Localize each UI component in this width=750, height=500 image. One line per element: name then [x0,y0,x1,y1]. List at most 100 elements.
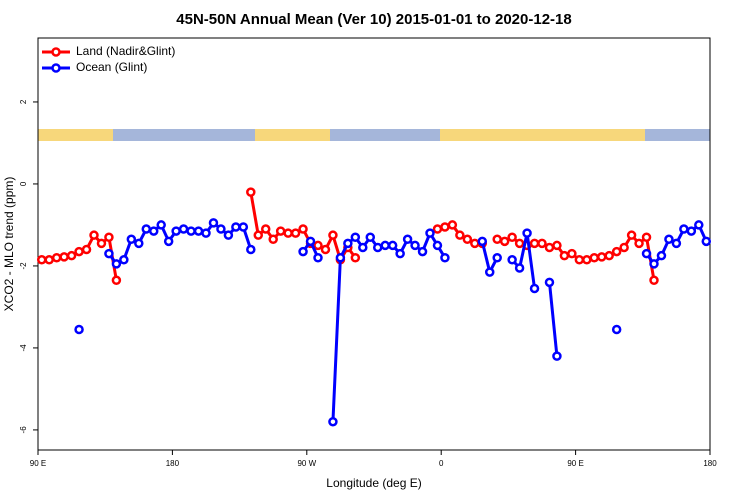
y-axis-label: XCO2 - MLO trend (ppm) [2,177,16,312]
data-point [148,226,159,236]
map-strip [113,129,255,141]
map-strip [645,129,710,141]
data-point [492,252,502,263]
data-point [372,242,383,253]
data-point [582,255,592,265]
data-point [66,250,77,261]
data-point [477,236,488,247]
data-point [440,252,450,263]
data-point [208,218,219,228]
data-point [596,252,607,262]
data-point [89,230,99,240]
data-point [567,248,577,259]
x-tick-label: 180 [166,459,180,468]
y-tick-label: 0 [19,181,28,186]
data-point [507,255,517,265]
data-point [163,236,174,247]
data-point [484,267,495,277]
data-point [641,248,652,259]
data-point [634,238,644,249]
data-point [104,248,114,259]
y-tick-label: -6 [19,426,28,434]
data-point [611,246,622,257]
data-point [74,324,84,335]
data-point [664,234,674,245]
data-point [679,224,689,234]
data-point [320,244,331,255]
x-tick-label: 0 [439,459,444,468]
x-axis-label: Longitude (deg E) [326,476,421,490]
data-point [425,228,435,238]
data-point [432,240,443,251]
data-point [522,228,532,238]
data-point [171,226,181,236]
data-point [328,230,338,240]
legend-label: Ocean (Glint) [76,60,147,74]
chart-title: 45N-50N Annual Mean (Ver 10) 2015-01-01 … [176,11,571,28]
data-point [514,263,525,273]
data-point [119,255,129,265]
data-point [432,224,443,234]
data-point [410,240,420,251]
data-point [552,240,562,251]
data-point [298,224,308,234]
data-point [343,238,353,249]
y-tick-label: -2 [19,262,28,270]
data-point [193,226,204,236]
map-strip [255,129,330,141]
data-point [231,222,241,232]
data-point [111,275,122,286]
data-point [51,252,62,263]
data-point [246,187,256,197]
data-point [201,228,211,238]
y-tick-label: 2 [19,99,28,104]
x-tick-label: 180 [703,459,717,468]
data-point [574,255,585,265]
data-point [499,236,510,247]
data-point [671,238,682,249]
data-point [223,230,234,240]
legend-marker [51,47,61,57]
data-point [96,238,107,249]
data-point [44,255,54,265]
data-point [365,232,376,242]
data-point [246,244,256,255]
map-strip [38,129,113,141]
data-point [402,234,413,245]
data-point [350,252,361,263]
x-tick-label: 90 W [297,459,316,468]
data-point [552,351,562,361]
data-point [81,244,92,255]
data-point [380,240,390,251]
data-point [253,230,264,240]
data-point [358,242,368,253]
data-point [440,222,450,232]
legend-label: Land (Nadir&Glint) [76,44,175,58]
legend-marker [51,63,61,73]
x-tick-label: 90 E [567,459,583,468]
data-point [216,224,226,234]
data-point [626,230,637,240]
data-point [507,232,517,242]
data-point [156,220,166,230]
map-strip [440,129,645,141]
data-point [290,228,301,238]
data-point [447,220,458,230]
data-point [589,252,600,263]
data-point [470,238,480,249]
data-point [492,234,502,245]
x-tick-label: 90 E [30,459,46,468]
data-point [514,238,525,249]
data-point [328,416,338,427]
map-strip [330,129,440,141]
data-point [619,242,629,253]
data-point [701,236,712,247]
data-point [641,232,652,242]
series-line [547,282,559,357]
data-point [544,277,555,288]
data-point [178,224,189,234]
data-point [283,228,293,238]
data-point [298,246,308,257]
data-point [111,259,122,269]
